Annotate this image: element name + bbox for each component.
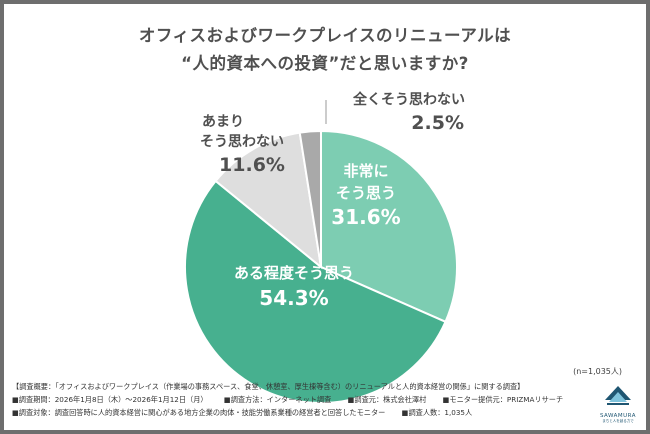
slice-value: 2.5% xyxy=(411,112,464,134)
slice-label-line: 全くそう思わない xyxy=(353,92,465,108)
survey-footer: 【調査概要：「オフィスおよびワークプレイス（作業場の事務スペース、食堂、休憩室、… xyxy=(12,380,592,419)
slice-label-line: そう思う xyxy=(335,184,396,202)
footer-period: ■調査期間：2026年1月8日（木）〜2026年1月12日（月） xyxy=(12,395,208,404)
slice-label-line: ある程度そう思う xyxy=(233,264,354,282)
footer-row-1: 【調査概要：「オフィスおよびワークプレイス（作業場の事務スペース、食堂、休憩室、… xyxy=(12,382,525,391)
logo-name: SAWAMURA xyxy=(599,413,637,419)
slice-value: 54.3% xyxy=(259,286,329,310)
chart-card: オフィスおよびワークプレイスのリニューアルは “人的資本への投資”だと思いますか… xyxy=(4,4,646,430)
title-line-2: “人的資本への投資”だと思いますか? xyxy=(181,54,469,73)
slice-label-line: そう思わない xyxy=(200,134,284,150)
footer-row-3: ■調査対象：調査回答時に人的資本経営に関心がある地方企業の肉体・技能労働系業種の… xyxy=(12,406,592,419)
footer-monitor: ■モニター提供元：PRIZMAリサーチ xyxy=(442,395,564,404)
logo-tagline: まちと人を創る力で xyxy=(602,419,634,423)
slice-value: 31.6% xyxy=(331,205,401,229)
slice-label-somewhat: ある程度そう思う 54.3% xyxy=(214,262,374,312)
footer-method: ■調査方法：インターネット調査 xyxy=(223,395,332,404)
pie-chart xyxy=(184,100,458,404)
chart-title: オフィスおよびワークプレイスのリニューアルは “人的資本への投資”だと思いますか… xyxy=(4,22,646,78)
slice-somewhat xyxy=(184,179,447,404)
sawamura-logo: SAWAMURA まちと人を創る力で xyxy=(596,384,640,428)
logo-mark-icon xyxy=(605,386,631,405)
slice-label-very-much: 非常に そう思う 31.6% xyxy=(326,160,406,230)
slice-label-not-at-all: 全くそう思わない 2.5% xyxy=(344,90,474,136)
sample-size-note: (n=1,035人) xyxy=(573,367,622,376)
slice-label-line: 非常に xyxy=(343,162,389,180)
slice-not-at-all xyxy=(298,129,322,268)
slice-value: 11.6% xyxy=(219,154,285,176)
footer-row-2: ■調査期間：2026年1月8日（木）〜2026年1月12日（月） ■調査方法：イ… xyxy=(12,393,592,406)
slice-label-line: あまり xyxy=(202,114,244,130)
slice-label-not-much: あまり そう思わない 11.6% xyxy=(194,112,290,178)
slice-very-much xyxy=(320,129,458,324)
footer-source: ■調査元：株式会社澤村 xyxy=(347,395,427,404)
footer-count: ■調査人数：1,035人 xyxy=(401,408,473,417)
footer-target: ■調査対象：調査回答時に人的資本経営に関心がある地方企業の肉体・技能労働系業種の… xyxy=(12,408,386,417)
slice-not-much xyxy=(214,131,323,270)
title-line-1: オフィスおよびワークプレイスのリニューアルは xyxy=(138,26,512,45)
